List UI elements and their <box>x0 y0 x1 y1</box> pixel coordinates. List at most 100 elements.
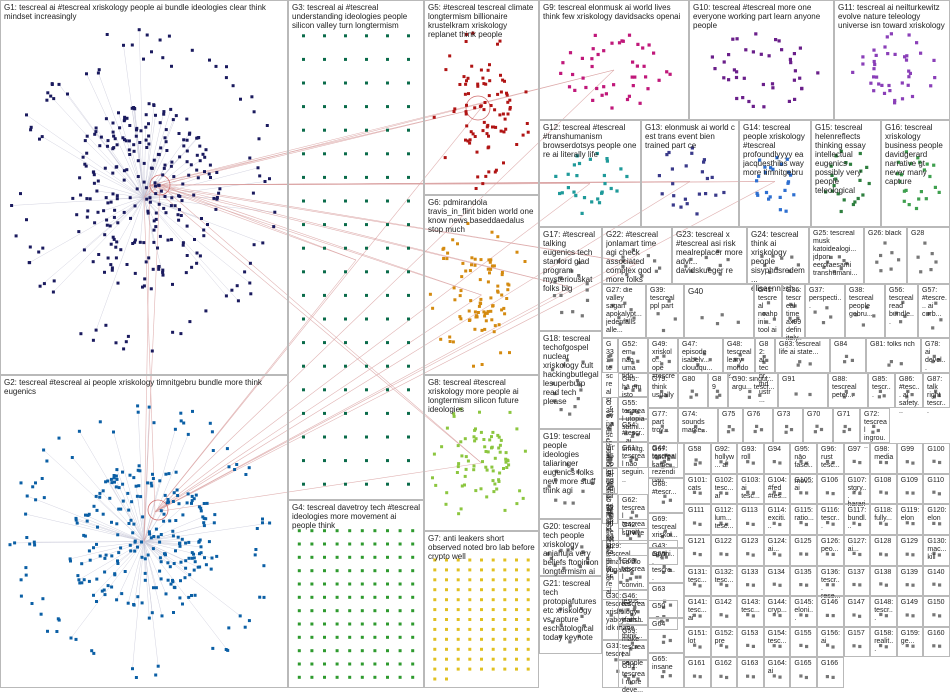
group-label: G16: tescreal xriskology business people… <box>885 123 947 186</box>
group-label: G145: eloni... <box>794 599 814 623</box>
group-panel-g84: G84 <box>830 338 866 373</box>
group-label: G79: think usually <box>652 376 675 400</box>
group-panel-g64: G64 <box>648 618 684 653</box>
group-label: G93: roll <box>741 446 761 462</box>
group-panel-g134: G134 <box>764 566 791 597</box>
group-panel-g72: G72: tescreal ingrou... <box>860 408 890 443</box>
group-label: G94 <box>768 446 788 454</box>
group-panel-g3: G3: tescreal ai #tescreal understanding … <box>288 0 424 500</box>
group-panel-g126: G126: peo... <box>817 535 844 566</box>
group-panel-g24: G24: tescreal think ai xriskology people… <box>747 227 809 284</box>
group-panel-g111: G111 <box>684 504 711 535</box>
group-panel-g109: G109 <box>897 474 924 505</box>
group-panel-g97: G97 <box>844 443 871 474</box>
group-panel-g79: G79: think usually <box>648 373 678 408</box>
group-panel-g102: G102: tesc... ai <box>711 474 738 505</box>
group-panel-g4: G4: tescreal davetroy tech #tescreal ide… <box>288 500 424 688</box>
group-label: G160 <box>927 630 947 638</box>
group-label: G86: #tesc... ai safety... <box>899 376 920 416</box>
group-label: G2: tescreal #tescreal ai people xriskol… <box>4 378 285 396</box>
group-panel-g63: G63 <box>648 583 684 618</box>
group-label: G18: tescreal techofgospel nuclear xrisk… <box>543 334 599 406</box>
group-panel-g101: G101: cats <box>684 474 711 505</box>
group-panel-g98: G98: media <box>870 443 897 474</box>
group-panel-g94: G94 <box>764 443 791 474</box>
group-panel-g7: G7: anti leakers short observed noted br… <box>424 531 539 688</box>
group-label: G151: lot <box>688 630 708 646</box>
group-panel-g6: G6: pdmirandola travis_in_flint biden wo… <box>424 195 539 375</box>
group-panel-g88: G88: tescreal peter... <box>828 373 868 408</box>
group-panel-g70: G70 <box>803 408 833 443</box>
group-label: G64 <box>652 621 681 629</box>
group-panel-g130: G130: mac... kill <box>923 535 950 566</box>
group-panel-g15: G15: tescreal helenreflects thinking ess… <box>811 120 881 227</box>
group-label: G155 <box>794 630 814 638</box>
group-panel-g110: G110 <box>923 474 950 505</box>
group-label: G131: tesc... <box>688 569 708 585</box>
group-label: G5: #tescreal tescreal climate longtermi… <box>428 3 536 39</box>
group-panel-g16: G16: tescreal xriskology business people… <box>881 120 950 227</box>
group-panel-g105: G105: ai <box>790 474 817 505</box>
group-label: G98: media <box>874 446 894 462</box>
group-panel-g149: G149 <box>897 596 924 627</box>
group-label: G112: lum... tesc... <box>715 507 735 531</box>
group-label: G120: elon <box>927 507 947 523</box>
group-panel-g68: G68: #tescr... <box>648 478 684 513</box>
group-panel-g115: G115: ratio... <box>790 504 817 535</box>
group-label: G69: tescreal xriskol... <box>652 516 681 540</box>
group-label: G62: tescreal tescreal mort <box>622 497 645 537</box>
group-label: G108 <box>874 477 894 485</box>
group-panel-g143: G143: tesc... <box>737 596 764 627</box>
group-label: G22: #tescreal jonlamart time agi check … <box>606 230 669 284</box>
group-panel-g122: G122 <box>711 535 738 566</box>
group-label: G162 <box>715 660 735 668</box>
group-panel-g133: G133 <box>737 566 764 597</box>
group-panel-g82: G82: ai techr... industr... <box>755 338 775 373</box>
group-panel-g100: G100 <box>923 443 950 474</box>
group-label: G116: tescr... <box>821 507 841 531</box>
group-panel-g10: G10: tescreal #tescreal more one everyon… <box>689 0 834 120</box>
group-panel-g117: G117: bundl... <box>844 504 871 535</box>
group-label: G119: elon <box>901 507 921 523</box>
group-label: G126: peo... <box>821 538 841 554</box>
group-panel-g25: G25: tescreal musk katoidealogi... jdpon… <box>809 227 864 284</box>
group-label: G150 <box>927 599 947 607</box>
group-label: G56: tescreal read bundle... <box>889 287 915 327</box>
group-panel-g28: G28 <box>907 227 950 284</box>
group-panel-g33: G33: tescreal st_rev name let's point... <box>602 338 618 373</box>
group-panel-g75: G75 <box>718 408 743 443</box>
group-label: G148: tescr... <box>874 599 894 623</box>
group-panel-g118: G118: fully... <box>870 504 897 535</box>
group-panel-g57: G57: #tescre... ai curb... <box>918 284 950 338</box>
group-panel-g96: G96: rust tesc... <box>817 443 844 474</box>
group-panel-g65: G65: insane <box>648 653 684 688</box>
group-label: G161 <box>688 660 708 668</box>
group-label: G102: tesc... ai <box>715 477 735 501</box>
group-panel-g53: G53: tescreal maosb... though... <box>602 468 618 494</box>
group-panel-g120: G120: elon <box>923 504 950 535</box>
group-panel-g83: G83: tescreal life ai state... <box>775 338 830 373</box>
group-panel-g90: G90: singul... argu... tescr... <box>728 373 778 408</box>
group-label: G91 <box>782 376 825 384</box>
group-panel-g158: G158: realit... <box>870 627 897 658</box>
group-panel-g135: G135 <box>790 566 817 597</box>
group-panel-g99: G99 <box>897 443 924 474</box>
group-label: G6: pdmirandola travis_in_flint biden wo… <box>428 198 536 234</box>
group-panel-g36: G36: tescreal time ax99 definitely... <box>782 284 805 338</box>
group-panel-g55: G55: tescreal utopia satml... <box>618 397 648 419</box>
group-label: G106 <box>821 477 841 485</box>
group-panel-g125: G125 <box>790 535 817 566</box>
group-label: G39: tescreal ppl part <box>650 287 681 311</box>
group-panel-g71: G71 <box>833 408 860 443</box>
group-panel-g58: G58 <box>684 443 711 474</box>
group-label: G3: tescreal ai #tescreal understanding … <box>292 3 421 30</box>
group-panel-g41: G41: tescreal noahpini... tool ai <box>754 284 782 338</box>
group-label: G135 <box>794 569 814 577</box>
group-label: G71 <box>837 411 857 419</box>
group-label: G139 <box>901 569 921 577</box>
group-label: G143: tesc... <box>741 599 761 615</box>
group-label: G90: singul... argu... tescr... <box>732 376 775 392</box>
group-panel-g21: G21: tescreal tech protopiafutures etc x… <box>539 576 602 654</box>
group-panel-g12: G12: tescreal #tescreal #transhumanism b… <box>539 120 641 227</box>
group-panel-g73: G73 <box>773 408 803 443</box>
